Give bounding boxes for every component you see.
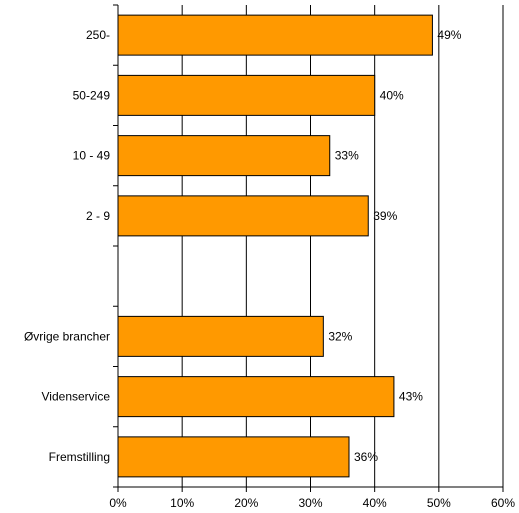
category-label: 2 - 9 <box>86 209 110 223</box>
bar <box>117 376 395 418</box>
x-tick-label: 20% <box>234 496 258 510</box>
x-tick-label: 40% <box>363 496 387 510</box>
data-label: 49% <box>437 28 461 42</box>
bar <box>117 135 331 177</box>
data-label: 43% <box>399 390 423 404</box>
data-label: 40% <box>380 88 404 102</box>
data-label: 39% <box>373 209 397 223</box>
category-label: Øvrige brancher <box>24 329 110 343</box>
bar <box>117 436 350 478</box>
bar <box>117 14 433 56</box>
x-tick-label: 60% <box>491 496 515 510</box>
bar <box>117 74 376 116</box>
data-label: 32% <box>328 329 352 343</box>
x-tick-label: 0% <box>109 496 127 510</box>
x-tick-label: 50% <box>427 496 451 510</box>
data-label: 36% <box>354 450 378 464</box>
x-tick-label: 30% <box>298 496 322 510</box>
category-label: 50-249 <box>73 88 111 102</box>
x-tick-label: 10% <box>170 496 194 510</box>
bar <box>117 195 369 237</box>
data-label: 33% <box>335 149 359 163</box>
category-label: Videnservice <box>42 390 111 404</box>
category-label: Fremstilling <box>49 450 110 464</box>
category-label: 250- <box>86 28 110 42</box>
category-label: 10 - 49 <box>73 149 111 163</box>
bar <box>117 315 324 357</box>
